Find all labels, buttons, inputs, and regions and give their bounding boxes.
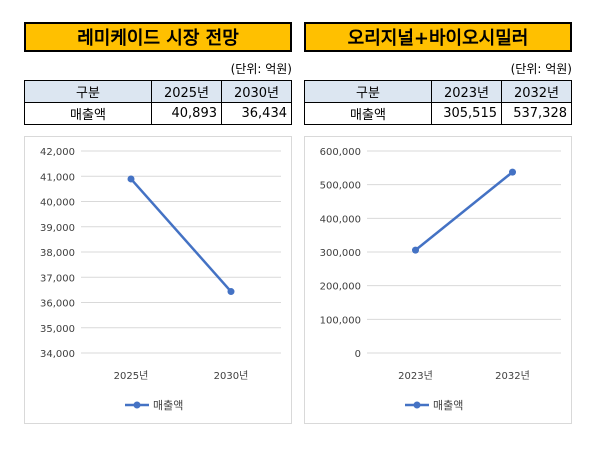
chart-frame: 0 100,000 200,000 300,000 400,000 500,000 600,… <box>304 136 572 424</box>
legend-label: 매출액 <box>153 399 183 412</box>
table-header-category: 구분 <box>304 80 432 103</box>
y-tick-label: 300,000 <box>320 248 361 259</box>
x-tick-label: 2032년 <box>495 370 530 382</box>
table-header-category: 구분 <box>24 80 152 103</box>
y-tick-label: 42,000 <box>40 147 75 158</box>
data-point <box>412 246 419 254</box>
y-tick-label: 36,000 <box>40 299 75 310</box>
x-tick-label: 2030년 <box>214 370 249 382</box>
data-point <box>227 288 235 296</box>
x-tick-label: 2023년 <box>398 370 433 382</box>
data-point <box>127 175 135 183</box>
y-tick-label: 100,000 <box>320 315 361 326</box>
table-cell-value1: 305,515 <box>431 102 502 125</box>
table-row-label: 매출액 <box>24 102 152 125</box>
y-tick-label: 0 <box>355 349 361 360</box>
series-line <box>130 178 232 293</box>
table-cell-value2: 36,434 <box>221 102 292 125</box>
y-tick-label: 34,000 <box>40 349 75 360</box>
legend-marker <box>133 401 141 409</box>
y-tick-label: 200,000 <box>320 282 361 293</box>
y-tick-label: 400,000 <box>320 214 361 225</box>
sales-table: 구분 2023년 2032년 매출액 305,515 537,328 <box>304 80 572 125</box>
series-line <box>414 171 514 252</box>
legend-marker <box>413 401 421 409</box>
x-tick-label: 2025년 <box>114 370 149 382</box>
y-tick-label: 600,000 <box>320 147 361 158</box>
unit-label: (단위: 억원) <box>510 62 572 76</box>
y-tick-label: 40,000 <box>40 198 75 209</box>
table-header-year2: 2030년 <box>221 80 292 103</box>
panel-title: 레미케이드 시장 전망 <box>24 22 292 52</box>
y-tick-label: 39,000 <box>40 223 75 234</box>
legend-label: 매출액 <box>433 399 463 412</box>
data-point <box>509 168 516 176</box>
y-tick-label: 500,000 <box>320 181 361 192</box>
y-tick-label: 41,000 <box>40 172 75 183</box>
table-cell-value2: 537,328 <box>501 102 572 125</box>
y-tick-label: 38,000 <box>40 248 75 259</box>
panel-remicade: 레미케이드 시장 전망 (단위: 억원) 구분 2025년 2030년 매출액 … <box>24 0 296 450</box>
line-chart-remicade: 34,000 35,000 36,000 37,000 38,000 39,000 40,0… <box>40 147 281 412</box>
y-tick-label: 37,000 <box>40 273 75 284</box>
sales-table: 구분 2025년 2030년 매출액 40,893 36,434 <box>24 80 292 125</box>
table-header-year1: 2023년 <box>431 80 502 103</box>
y-tick-label: 35,000 <box>40 324 75 335</box>
table-row-label: 매출액 <box>304 102 432 125</box>
table-header-year1: 2025년 <box>151 80 222 103</box>
panel-original-biosimilar: 오리지널+바이오시밀러 (단위: 억원) 구분 2023년 2032년 매출액 … <box>304 0 576 450</box>
panel-title: 오리지널+바이오시밀러 <box>304 22 572 52</box>
chart-frame: 34,000 35,000 36,000 37,000 38,000 39,000 40,0… <box>24 136 292 424</box>
line-chart-original-biosimilar: 0 100,000 200,000 300,000 400,000 500,000 600,… <box>320 147 561 412</box>
table-header-year2: 2032년 <box>501 80 572 103</box>
table-cell-value1: 40,893 <box>151 102 222 125</box>
unit-label: (단위: 억원) <box>230 62 292 76</box>
